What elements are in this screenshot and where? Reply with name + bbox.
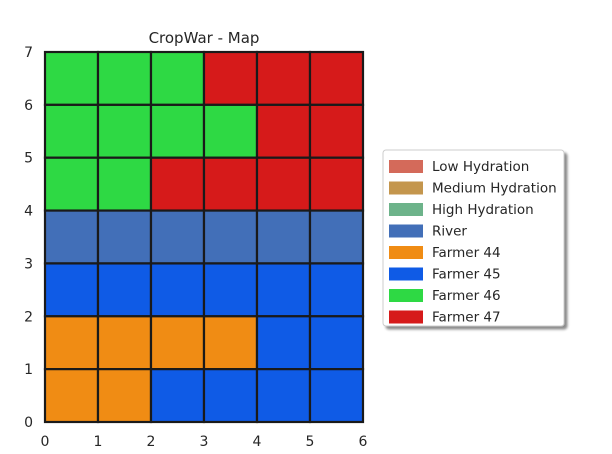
legend-swatch (389, 181, 423, 195)
map-cell (255, 156, 312, 212)
map-cell (149, 50, 206, 106)
map-cell (43, 209, 100, 265)
map-cell (43, 156, 100, 212)
map-cell (202, 50, 259, 106)
x-tick-label: 3 (200, 434, 209, 450)
x-tick-label: 2 (147, 434, 156, 450)
map-cell (43, 103, 100, 159)
y-tick-label: 2 (24, 309, 33, 325)
map-cell (202, 368, 259, 424)
legend-swatch (389, 289, 423, 302)
map-cell (255, 209, 312, 265)
map-cell (149, 368, 206, 424)
y-tick-label: 3 (24, 256, 33, 272)
y-tick-label: 7 (24, 45, 33, 61)
y-tick-label: 0 (24, 415, 33, 431)
legend-label: Farmer 46 (432, 288, 501, 304)
map-cell (96, 156, 153, 212)
map-cell (43, 50, 100, 106)
map-cell (96, 262, 153, 318)
map-cell (202, 315, 259, 371)
map-cell (308, 103, 365, 159)
map-cell (308, 368, 365, 424)
map-cell (308, 50, 365, 106)
legend-label: Farmer 47 (432, 310, 501, 326)
y-tick-label: 6 (24, 98, 33, 114)
x-tick-label: 5 (306, 434, 315, 450)
legend-label: High Hydration (432, 202, 534, 218)
x-tick-label: 1 (94, 434, 103, 450)
legend-label: Low Hydration (432, 159, 529, 175)
map-cell (149, 156, 206, 212)
map-cell (202, 103, 259, 159)
map-cell (308, 156, 365, 212)
legend-label: Medium Hydration (432, 181, 557, 197)
map-cell (255, 368, 312, 424)
legend-label: Farmer 45 (432, 267, 501, 283)
map-cell (96, 50, 153, 106)
legend-swatch (389, 160, 423, 173)
map-cell (149, 262, 206, 318)
map-cell (149, 103, 206, 159)
map-cell (255, 315, 312, 371)
x-tick-label: 6 (359, 434, 368, 450)
legend-label: River (432, 224, 467, 240)
map-cell (202, 209, 259, 265)
map-cell (255, 50, 312, 106)
legend-swatch (389, 310, 423, 324)
x-axis-ticks: 0 1 2 3 4 5 6 (41, 434, 368, 450)
legend-swatch (389, 203, 423, 216)
map-cell (255, 103, 312, 159)
x-tick-label: 0 (41, 434, 50, 450)
map-cell (96, 315, 153, 371)
chart-title: CropWar - Map (149, 29, 260, 47)
map-cell (308, 262, 365, 318)
map-cell (96, 368, 153, 424)
legend-swatch (389, 246, 423, 259)
map-cells (43, 50, 365, 424)
y-axis-ticks: 0 1 2 3 4 5 6 7 (24, 45, 33, 431)
legend-box (382, 149, 565, 327)
map-cell (43, 368, 100, 424)
legend-swatch (389, 224, 423, 238)
map-cell (96, 103, 153, 159)
map-cell (308, 315, 365, 371)
x-tick-label: 4 (253, 434, 262, 450)
legend: Low Hydration Medium Hydration High Hydrat… (382, 149, 565, 327)
map-cell (202, 156, 259, 212)
map-cell (202, 262, 259, 318)
y-tick-label: 4 (24, 204, 33, 220)
map-cell (308, 209, 365, 265)
map-cell (255, 262, 312, 318)
y-tick-label: 5 (24, 151, 33, 167)
legend-swatch (389, 267, 423, 281)
map-cell (43, 315, 100, 371)
map-cell (43, 262, 100, 318)
legend-label: Farmer 44 (432, 245, 501, 261)
y-tick-label: 1 (24, 362, 33, 378)
map-cell (149, 209, 206, 265)
map-cell (96, 209, 153, 265)
map-cell (149, 315, 206, 371)
